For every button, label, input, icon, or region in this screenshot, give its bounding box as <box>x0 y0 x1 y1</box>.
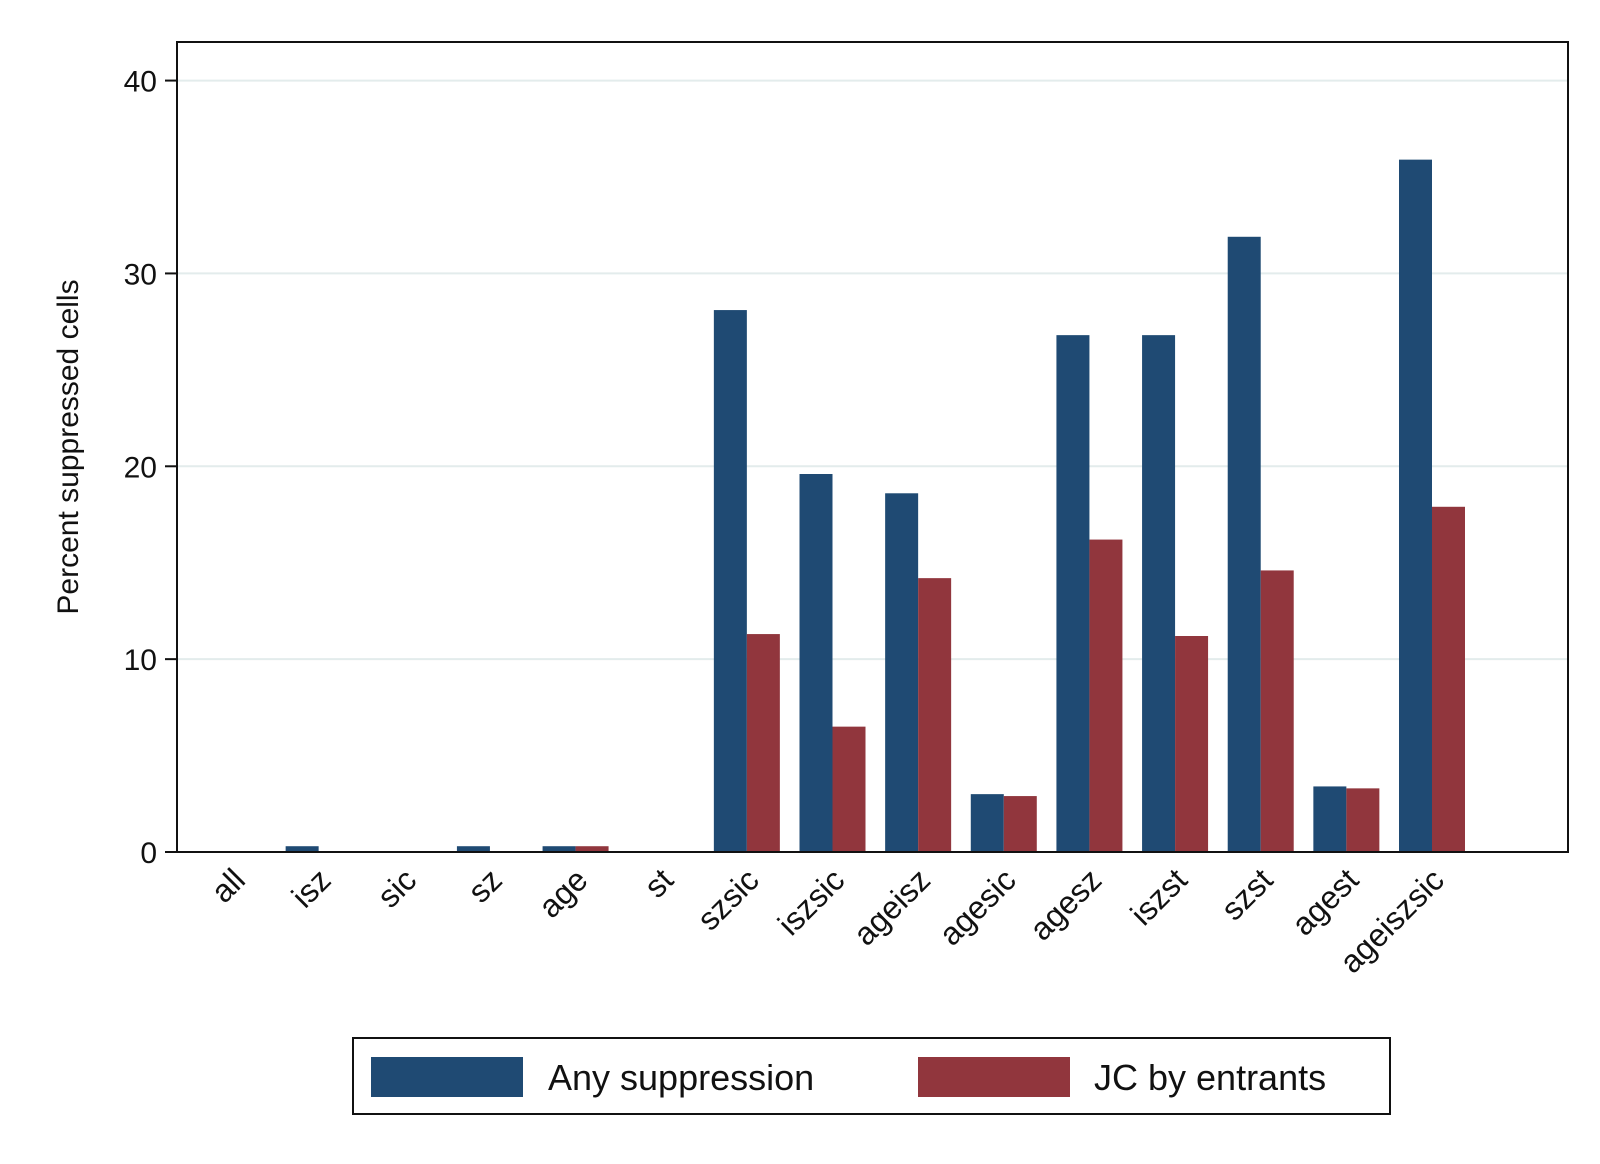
bar-any-suppression-agesz <box>1056 335 1090 853</box>
legend-label-jc-by-entrants: JC by entrants <box>1094 1057 1326 1098</box>
legend-frame <box>352 1037 1391 1115</box>
bar-jc-by-entrants-age <box>575 846 609 852</box>
bar-any-suppression-agest <box>1313 786 1347 852</box>
bar-jc-by-entrants-ageisz <box>918 578 952 852</box>
y-axis-title: Percent suppressed cells <box>52 279 85 614</box>
bar-jc-by-entrants-agest <box>1346 788 1380 852</box>
y-axis: 0 10 20 30 40 <box>124 66 177 870</box>
bar-jc-by-entrants-iszsic <box>832 726 866 852</box>
bar-any-suppression-age <box>542 846 576 852</box>
bar-any-suppression-szsic <box>713 310 747 853</box>
bar-any-suppression-agesic <box>970 794 1004 852</box>
bar-jc-by-entrants-szsic <box>746 634 780 852</box>
bar-jc-by-entrants-szst <box>1260 570 1294 852</box>
y-tick-label: 30 <box>124 258 157 291</box>
bar-any-suppression-iszst <box>1142 335 1176 853</box>
legend-label-any-suppression: Any suppression <box>548 1057 814 1098</box>
bar-any-suppression-iszsic <box>799 474 833 852</box>
y-tick-label: 10 <box>124 644 157 677</box>
bar-any-suppression-isz <box>285 846 319 852</box>
legend-swatch-jc-by-entrants <box>918 1057 1070 1097</box>
bars <box>285 159 1465 853</box>
legend-swatch-any-suppression <box>371 1057 523 1097</box>
bar-jc-by-entrants-agesz <box>1089 539 1123 852</box>
bar-jc-by-entrants-iszst <box>1175 636 1209 852</box>
plot-frame <box>176 41 1569 853</box>
bar-any-suppression-ageisz <box>885 493 919 852</box>
bar-any-suppression-sz <box>456 846 490 852</box>
y-tick-label: 40 <box>124 66 157 99</box>
bar-any-suppression-szst <box>1227 236 1261 853</box>
y-tick-label: 20 <box>124 451 157 484</box>
y-tick-label: 0 <box>140 837 157 870</box>
legend: Any suppression JC by entrants <box>352 1037 1391 1115</box>
gridlines <box>178 79 1567 661</box>
bar-jc-by-entrants-ageiszsic <box>1432 506 1465 852</box>
bar-any-suppression-ageiszsic <box>1399 159 1432 853</box>
bar-jc-by-entrants-agesic <box>1003 796 1037 852</box>
